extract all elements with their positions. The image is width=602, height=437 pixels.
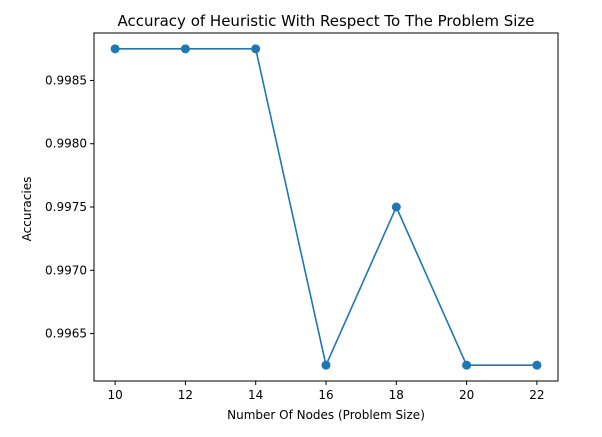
- data-point: [462, 360, 472, 370]
- chart-title: Accuracy of Heuristic With Respect To Th…: [117, 12, 534, 30]
- y-tick-label: 0.9975: [45, 200, 87, 214]
- data-point: [180, 44, 190, 54]
- y-tick-label: 0.9965: [45, 327, 87, 341]
- y-axis-label: Accuracies: [20, 177, 34, 242]
- x-tick-label: 18: [389, 388, 404, 402]
- x-tick-label: 16: [318, 388, 333, 402]
- x-tick-label: 10: [107, 388, 122, 402]
- plot-frame: [93, 32, 559, 382]
- data-point: [110, 44, 120, 54]
- series-line: [115, 48, 537, 366]
- x-tick-label: 22: [529, 388, 544, 402]
- x-axis-label: Number Of Nodes (Problem Size): [227, 408, 425, 422]
- y-axis: 0.9965 0.9970 0.9975 0.9980 0.9985: [45, 73, 94, 341]
- x-axis: 10 12 14 16 18 20 22: [107, 381, 545, 402]
- data-point: [391, 202, 401, 212]
- data-point: [532, 360, 542, 370]
- y-tick-label: 0.9985: [45, 73, 87, 87]
- x-tick-label: 14: [248, 388, 263, 402]
- data-point: [321, 360, 331, 370]
- data-point: [251, 44, 261, 54]
- y-tick-label: 0.9970: [45, 263, 87, 277]
- y-tick-label: 0.9980: [45, 137, 87, 151]
- x-tick-label: 20: [459, 388, 474, 402]
- series-layer: [110, 44, 542, 370]
- x-tick-label: 12: [178, 388, 193, 402]
